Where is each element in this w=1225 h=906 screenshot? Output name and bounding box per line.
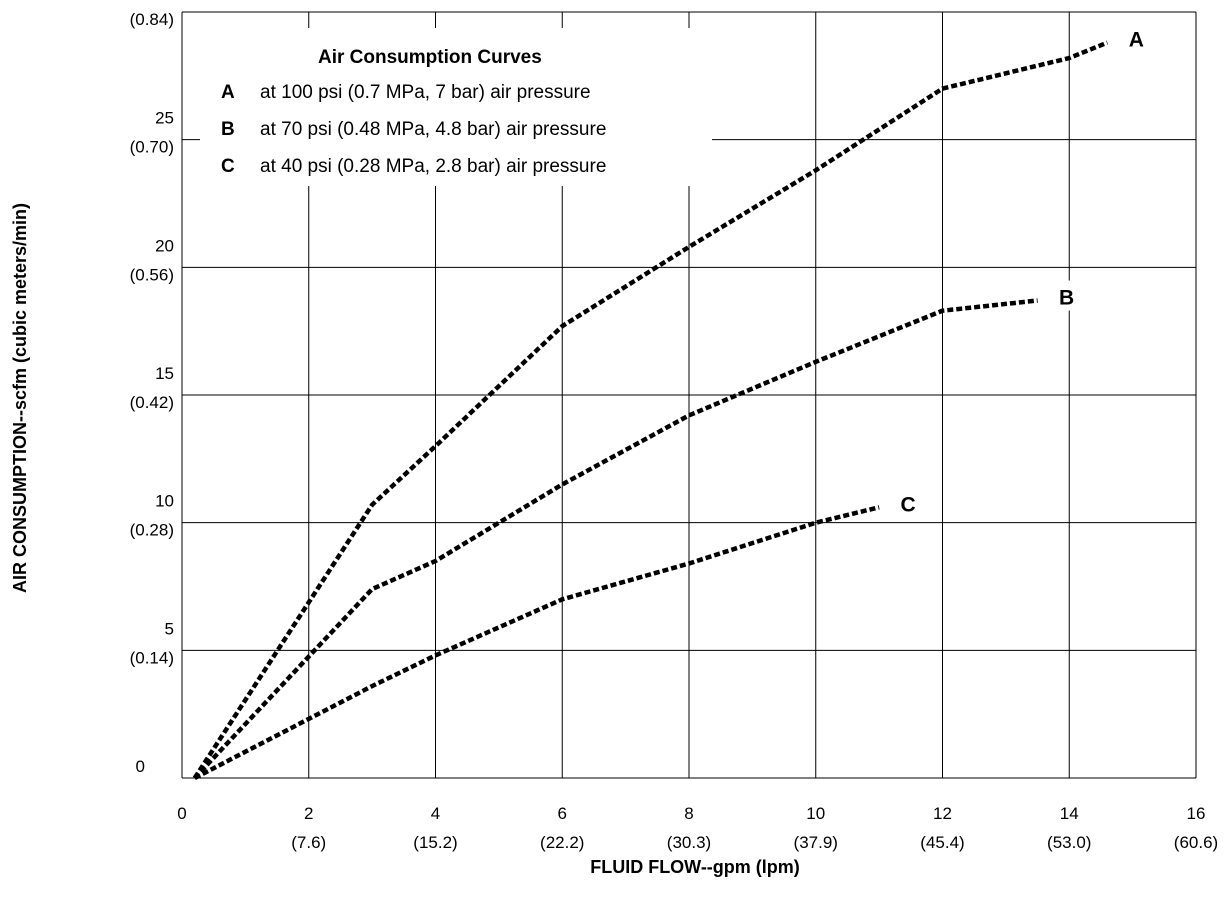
x-tick-label-8: 8: [684, 804, 693, 823]
legend-text-b: at 70 psi (0.48 MPa, 4.8 bar) air pressu…: [260, 119, 606, 140]
x-tick-label-4: 4: [431, 804, 440, 823]
x-tick-sublabel-8: (30.3): [667, 833, 711, 852]
x-tick-label-14: 14: [1060, 804, 1079, 823]
x-tick-sublabel-2: (7.6): [291, 833, 326, 852]
y-tick-sublabel-5: (0.14): [130, 648, 174, 667]
y-tick-sublabel-20: (0.56): [130, 265, 174, 284]
legend-key-c: C: [221, 156, 235, 177]
series-label-c: C: [901, 493, 916, 516]
legend-title: Air Consumption Curves: [318, 47, 542, 68]
x-tick-sublabel-12: (45.4): [920, 833, 964, 852]
y-tick-sublabel-30: (0.84): [130, 10, 174, 29]
legend-key-b: B: [221, 119, 235, 140]
y-tick-sublabel-25: (0.70): [130, 138, 174, 157]
legend-text-a: at 100 psi (0.7 MPa, 7 bar) air pressure: [260, 82, 591, 103]
x-tick-label-16: 16: [1187, 804, 1206, 823]
legend-text-c: at 40 psi (0.28 MPa, 2.8 bar) air pressu…: [260, 156, 606, 177]
grid-layer: [181, 11, 1197, 779]
x-tick-label-2: 2: [304, 804, 313, 823]
series-label-bg-c: [891, 487, 926, 518]
series-line-a: [192, 40, 1109, 780]
legend-background: [200, 28, 712, 186]
series-label-layer: A B C: [891, 22, 1154, 518]
y-tick-sublabel-10: (0.28): [130, 521, 174, 540]
y-tick-label-0: 0: [136, 757, 145, 776]
series-label-bg-b: [1049, 280, 1084, 311]
series-label-a: A: [1129, 29, 1144, 52]
x-tick-sublabel-16: (60.6): [1174, 833, 1218, 852]
series-line-c: [193, 505, 880, 780]
x-tick-label-10: 10: [806, 804, 825, 823]
legend: Air Consumption Curves A at 100 psi (0.7…: [200, 28, 712, 186]
series-label-bg-a: [1119, 22, 1154, 53]
y-tick-label-25: 25: [155, 109, 174, 128]
x-tick-sublabel-10: (37.9): [794, 833, 838, 852]
x-axis-title: FLUID FLOW--gpm (lpm): [590, 857, 800, 877]
x-tick-label-0: 0: [177, 804, 186, 823]
curve-layer: [192, 40, 1109, 780]
y-tick-label-20: 20: [155, 236, 174, 255]
y-tick-sublabel-15: (0.42): [130, 393, 174, 412]
series-label-b: B: [1059, 287, 1074, 310]
series-line-b: [193, 298, 1038, 780]
x-tick-sublabel-6: (22.2): [540, 833, 584, 852]
legend-key-a: A: [221, 82, 235, 103]
x-tick-sublabel-4: (15.2): [413, 833, 457, 852]
y-tick-label-10: 10: [155, 492, 174, 511]
tick-layer: 0 2 (7.6) 4 (15.2) 6 (22.2) 8 (30.3) 10 (37.9) 12 (4…: [130, 10, 1219, 852]
x-tick-label-6: 6: [558, 804, 567, 823]
y-tick-label-15: 15: [155, 364, 174, 383]
y-tick-label-5: 5: [165, 619, 174, 638]
y-axis-title: AIR CONSUMPTION--scfm (cubic meters/min): [10, 203, 30, 593]
x-tick-sublabel-14: (53.0): [1047, 833, 1091, 852]
x-tick-label-12: 12: [933, 804, 952, 823]
